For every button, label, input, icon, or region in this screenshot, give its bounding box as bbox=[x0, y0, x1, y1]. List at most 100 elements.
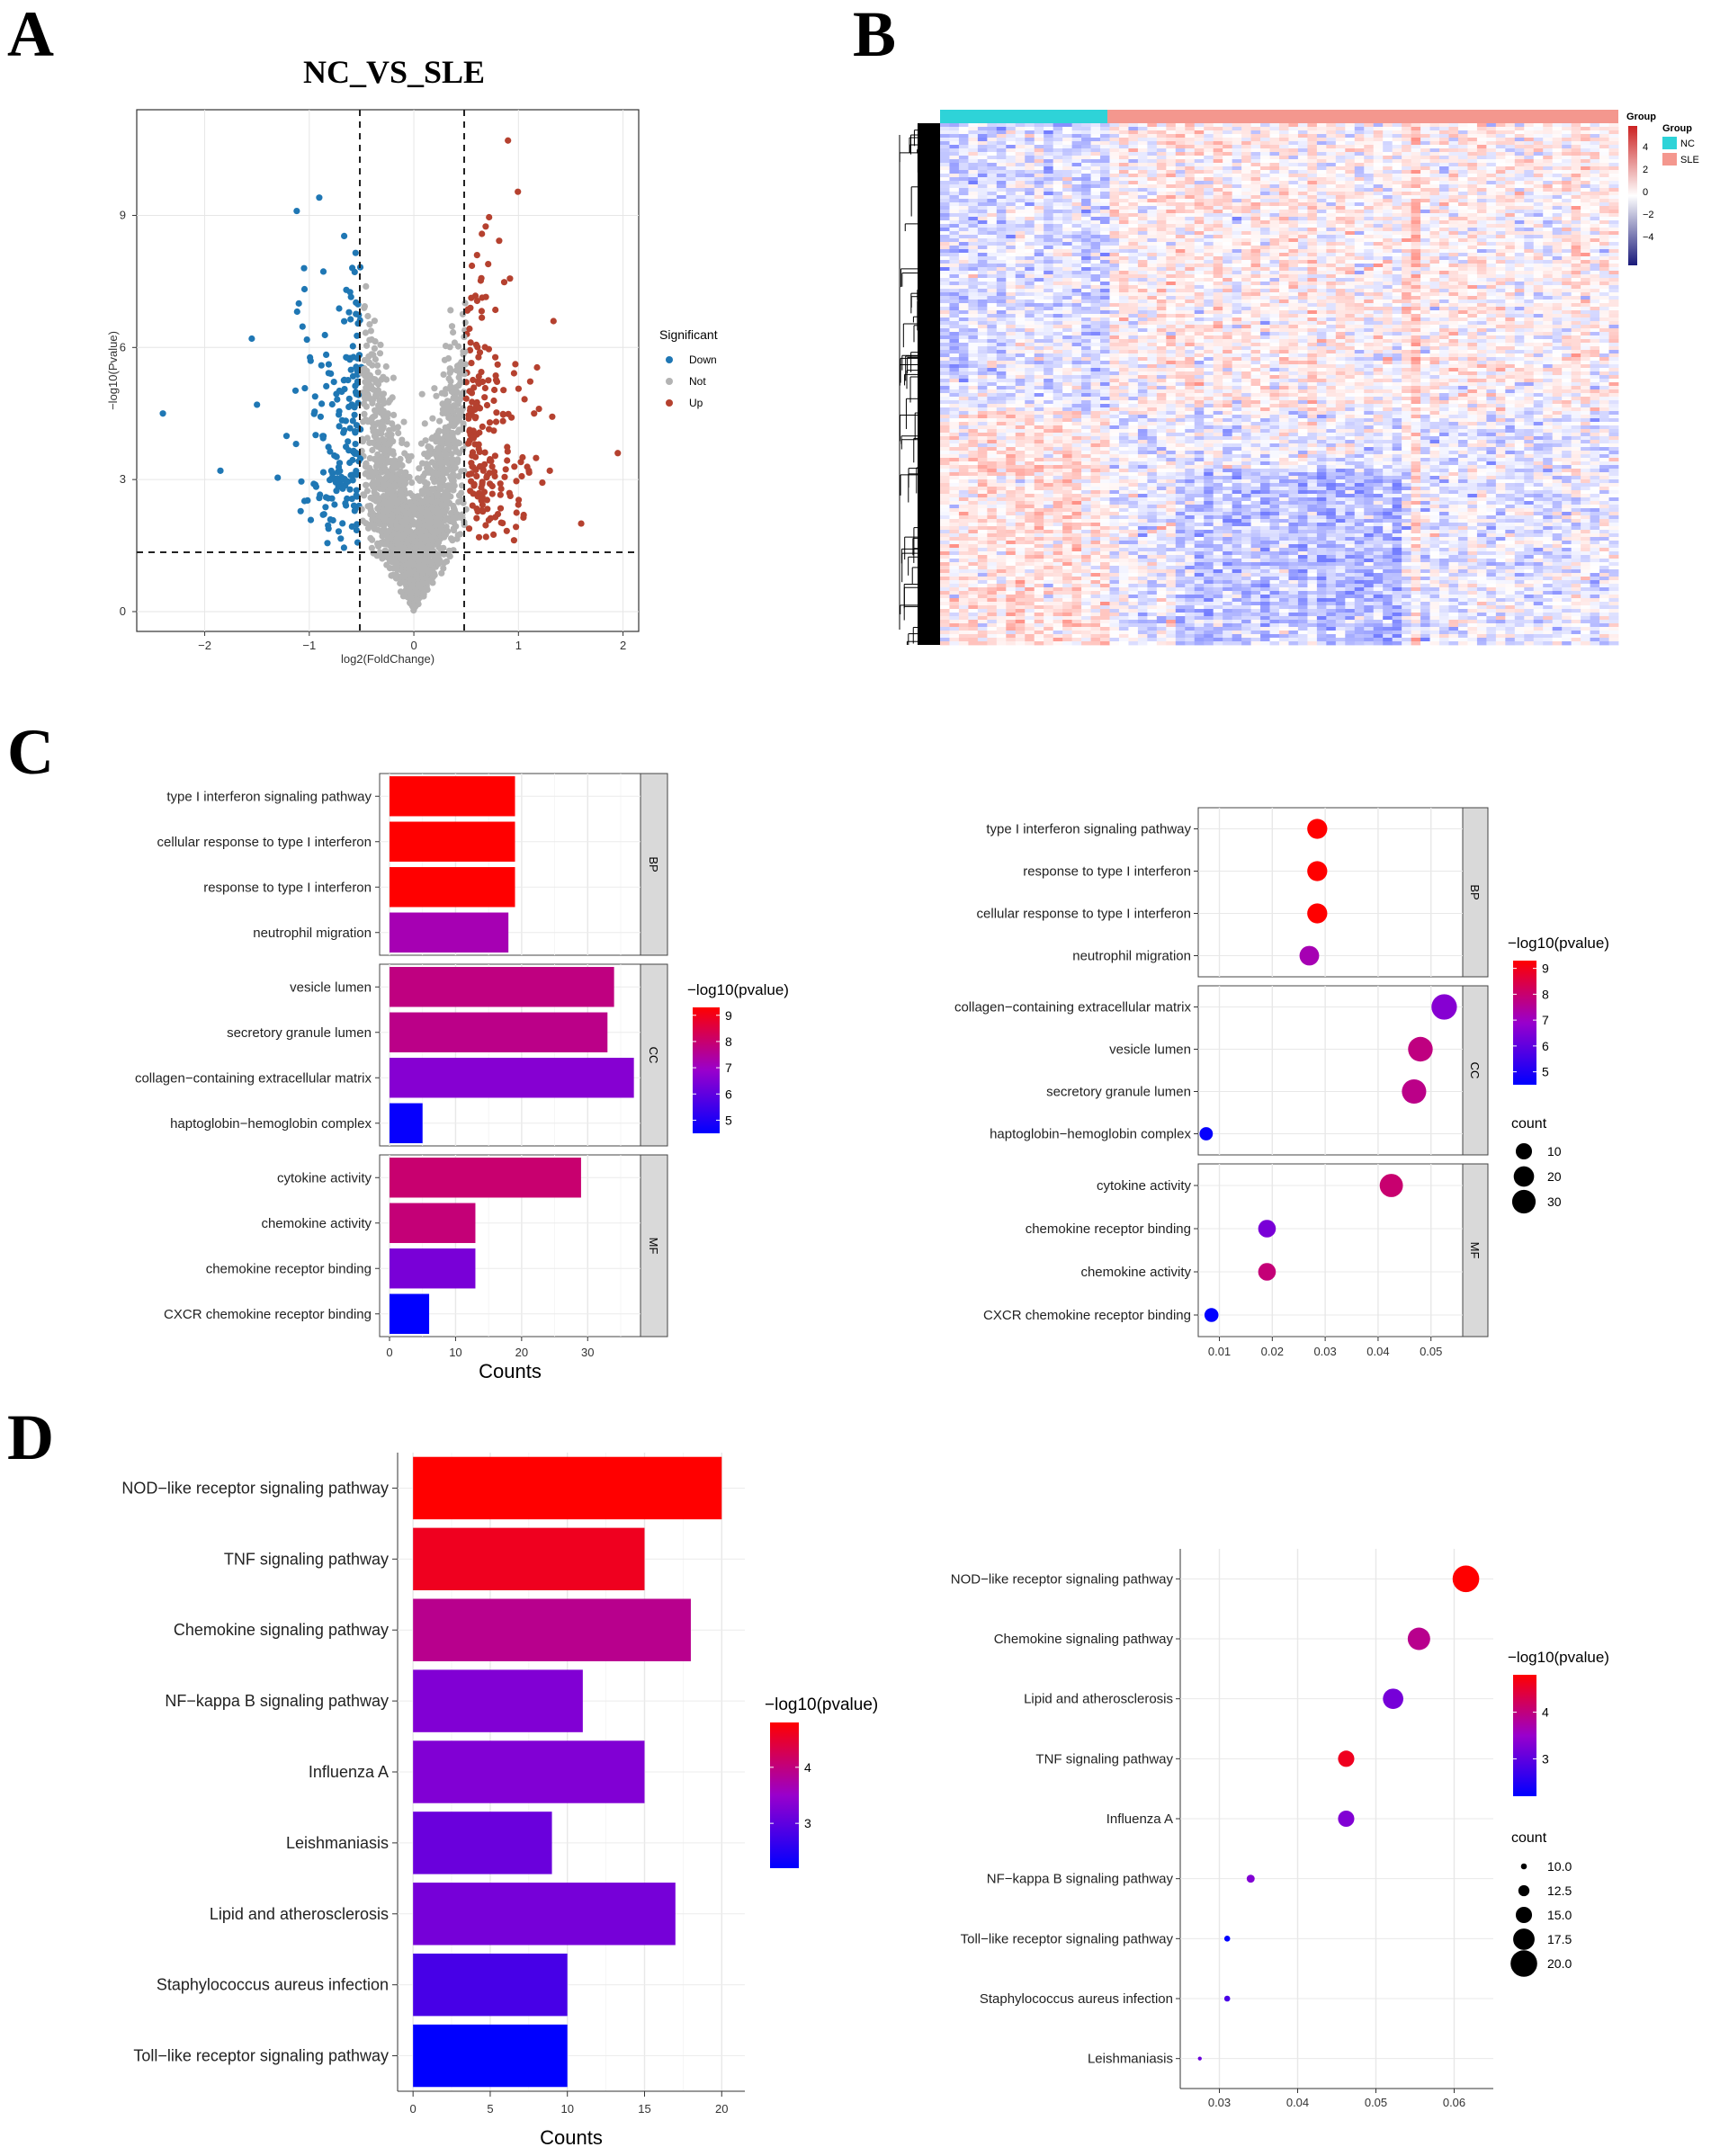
go-bar-category-label: collagen−containing extracellular matrix bbox=[135, 1070, 372, 1086]
volcano-point bbox=[411, 603, 418, 611]
volcano-point bbox=[329, 516, 336, 524]
volcano-point bbox=[406, 568, 414, 576]
volcano-point bbox=[341, 232, 348, 239]
go-bar bbox=[390, 1158, 581, 1198]
volcano-point bbox=[422, 535, 429, 543]
volcano-point bbox=[441, 449, 448, 456]
volcano-point bbox=[390, 481, 398, 489]
go-bar-x-tick: 0 bbox=[386, 1346, 392, 1359]
volcano-point bbox=[377, 341, 384, 348]
go-dot-facet-label: MF bbox=[1468, 1242, 1482, 1259]
volcano-point bbox=[549, 413, 556, 420]
volcano-point bbox=[381, 413, 389, 420]
volcano-point bbox=[426, 568, 433, 576]
volcano-point bbox=[497, 480, 504, 488]
colorbar-tick: 5 bbox=[1542, 1065, 1549, 1079]
volcano-point bbox=[292, 441, 300, 448]
volcano-point bbox=[274, 474, 282, 481]
kegg-dot-x-tick: 0.03 bbox=[1208, 2096, 1231, 2109]
kegg-dot bbox=[1338, 1810, 1355, 1828]
volcano-point bbox=[336, 460, 344, 467]
volcano-point bbox=[330, 379, 337, 386]
heatmap-legend-title: Group bbox=[1626, 112, 1656, 122]
volcano-point bbox=[376, 496, 383, 503]
volcano-point bbox=[322, 504, 329, 511]
volcano-point bbox=[363, 481, 370, 488]
go-dot bbox=[1199, 1127, 1214, 1141]
volcano-point bbox=[453, 514, 461, 522]
volcano-point bbox=[360, 418, 367, 425]
volcano-point bbox=[422, 486, 429, 493]
volcano-point bbox=[355, 311, 363, 318]
volcano-point bbox=[349, 372, 357, 380]
volcano-point bbox=[430, 507, 438, 514]
volcano-point bbox=[515, 188, 522, 195]
volcano-legend-label: Up bbox=[689, 397, 703, 409]
volcano-point bbox=[380, 373, 387, 380]
kegg-bar-x-tick: 15 bbox=[638, 2102, 650, 2116]
go-bar bbox=[390, 1248, 476, 1289]
volcano-point bbox=[533, 454, 540, 461]
volcano-point bbox=[345, 447, 353, 454]
colorbar bbox=[1513, 1675, 1536, 1796]
volcano-point bbox=[293, 308, 300, 316]
kegg-bar-category-label: Lipid and atherosclerosis bbox=[210, 1905, 389, 1923]
volcano-point bbox=[405, 457, 412, 464]
volcano-point bbox=[470, 376, 477, 384]
volcano-point bbox=[475, 533, 483, 541]
volcano-point bbox=[417, 505, 425, 513]
volcano-point bbox=[374, 362, 381, 369]
volcano-point bbox=[323, 351, 330, 358]
volcano-point bbox=[453, 389, 461, 396]
go-dot bbox=[1408, 1036, 1433, 1062]
volcano-point bbox=[539, 479, 546, 487]
colorbar-title: −log10(pvalue) bbox=[1508, 935, 1609, 952]
volcano-point bbox=[372, 391, 380, 398]
volcano-point bbox=[318, 400, 326, 407]
volcano-point bbox=[473, 472, 480, 480]
volcano-point bbox=[351, 268, 358, 275]
colorbar-tick: 4 bbox=[1542, 1705, 1549, 1720]
volcano-point bbox=[447, 307, 454, 314]
volcano-point bbox=[447, 378, 454, 385]
volcano-point bbox=[500, 279, 508, 286]
volcano-point bbox=[525, 467, 533, 474]
volcano-point bbox=[503, 527, 510, 534]
go-bar-category-label: chemokine activity bbox=[261, 1216, 372, 1231]
go-bar-category-label: haptoglobin−hemoglobin complex bbox=[170, 1116, 372, 1132]
volcano-point bbox=[414, 596, 421, 604]
volcano-point bbox=[372, 462, 380, 470]
kegg-dot-category-label: NF−kappa B signaling pathway bbox=[987, 1872, 1174, 1887]
kegg-dot bbox=[1383, 1688, 1403, 1710]
volcano-point bbox=[282, 433, 291, 440]
volcano-point bbox=[513, 478, 520, 485]
go-dot-x-tick: 0.05 bbox=[1420, 1345, 1442, 1358]
volcano-point bbox=[502, 466, 509, 473]
colorbar-tick: 7 bbox=[1542, 1013, 1549, 1027]
go-bar-x-tick: 30 bbox=[581, 1346, 594, 1359]
volcano-point bbox=[467, 405, 474, 412]
kegg-bar-x-tick: 10 bbox=[560, 2102, 573, 2116]
volcano-point bbox=[435, 434, 443, 442]
volcano-point bbox=[388, 544, 395, 551]
volcano-point bbox=[500, 387, 507, 394]
volcano-point bbox=[418, 543, 426, 550]
volcano-point bbox=[374, 526, 381, 533]
volcano-point bbox=[336, 387, 343, 395]
kegg-dot bbox=[1452, 1565, 1480, 1593]
volcano-point bbox=[488, 457, 495, 465]
volcano-point bbox=[429, 415, 436, 422]
volcano-point bbox=[471, 415, 479, 422]
volcano-point bbox=[316, 194, 323, 201]
volcano-point bbox=[476, 429, 483, 436]
volcano-point bbox=[361, 410, 368, 417]
volcano-plot: NC_VS_SLE −2 −1 0 1 2 0 3 6 9 log2(FoldChange) −… bbox=[106, 54, 718, 666]
volcano-point bbox=[425, 468, 432, 475]
colorbar-tick: 5 bbox=[725, 1113, 732, 1127]
volcano-point bbox=[453, 362, 461, 370]
heatmap-group-label: NC bbox=[1680, 139, 1695, 149]
volcano-legend-title: Significant bbox=[659, 327, 718, 342]
volcano-point bbox=[465, 412, 472, 419]
colorbar bbox=[770, 1722, 799, 1868]
volcano-point bbox=[390, 411, 398, 418]
